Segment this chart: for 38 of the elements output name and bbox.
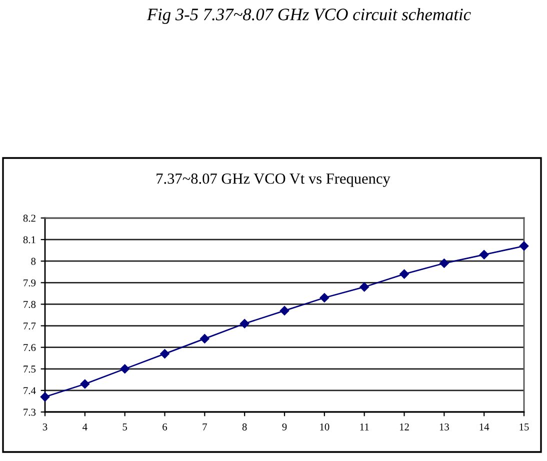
x-tick-label: 3 xyxy=(42,423,48,430)
point xyxy=(120,364,130,374)
x-tick-label: 12 xyxy=(400,423,409,430)
point xyxy=(479,250,489,260)
chart-title: 7.37~8.07 GHz VCO Vt vs Frequency xyxy=(156,173,390,187)
point xyxy=(80,379,90,389)
y-tick-label: 7.7 xyxy=(24,322,36,330)
y-tick-label: 8.1 xyxy=(23,236,36,244)
x-tick-label: 11 xyxy=(360,423,369,430)
point xyxy=(40,392,50,402)
caption: Fig 3-5 7.37~8.07 GHz VCO circuit schematic xyxy=(146,8,471,24)
x-tick-label: 9 xyxy=(282,423,287,430)
point xyxy=(160,349,170,358)
x-tick-label: 4 xyxy=(82,423,88,430)
point xyxy=(519,241,529,251)
point xyxy=(360,282,369,292)
y-tick-label: 8.2 xyxy=(23,214,36,222)
x-tick-label: 14 xyxy=(480,423,490,430)
y-tick-label: 7.3 xyxy=(24,408,36,416)
y-tick-label: 8 xyxy=(31,258,36,265)
point xyxy=(240,319,250,328)
point xyxy=(440,258,449,268)
y-tick-label: 7.8 xyxy=(24,300,36,308)
x-tick-label: 8 xyxy=(242,423,247,430)
y-tick-label: 7.4 xyxy=(24,387,36,394)
x-tick-label: 5 xyxy=(122,424,128,430)
x-tick-label: 6 xyxy=(162,423,168,430)
x-tick-label: 13 xyxy=(440,423,449,430)
point xyxy=(320,293,330,302)
point xyxy=(400,269,409,279)
point xyxy=(280,306,290,316)
x-tick-label: 15 xyxy=(520,423,529,430)
y-tick-label: 7.6 xyxy=(24,344,36,352)
point xyxy=(200,334,210,344)
y-tick-label: 7.5 xyxy=(24,366,36,373)
x-tick-label: 7 xyxy=(202,424,207,430)
y-tick-label: 7.9 xyxy=(24,279,36,286)
x-tick-label: 10 xyxy=(320,423,330,430)
